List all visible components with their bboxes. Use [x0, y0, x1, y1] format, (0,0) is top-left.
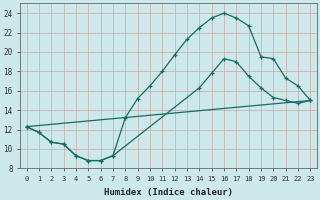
X-axis label: Humidex (Indice chaleur): Humidex (Indice chaleur) [104, 188, 233, 197]
